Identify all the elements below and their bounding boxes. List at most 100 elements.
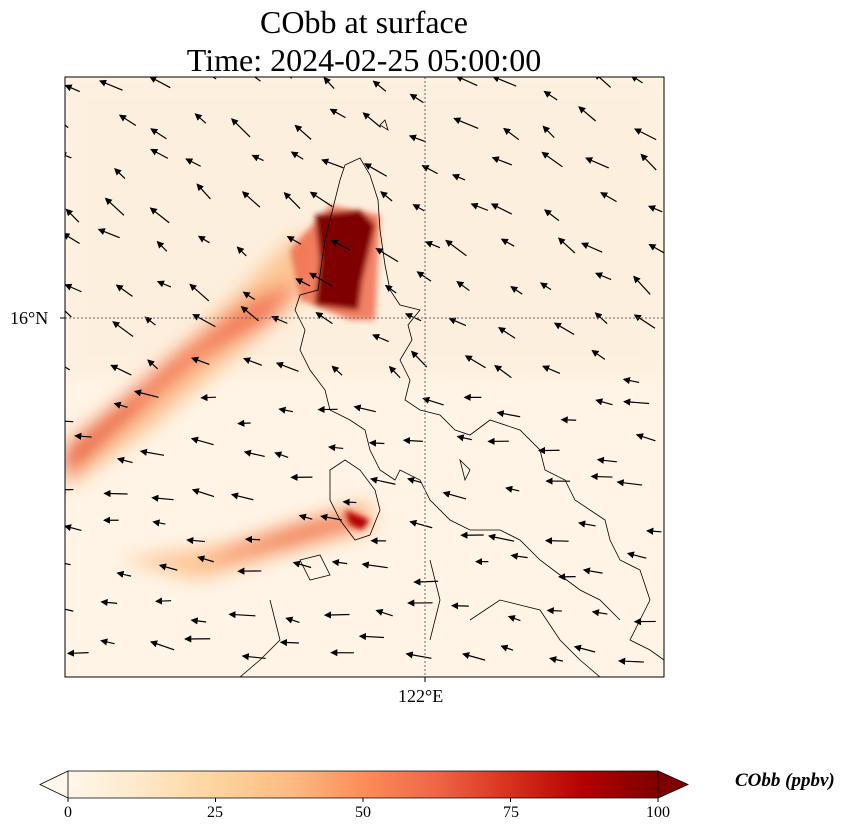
wind-arrow xyxy=(152,519,166,527)
wind-arrow xyxy=(372,80,387,92)
wind-arrow xyxy=(413,578,439,586)
wind-arrow xyxy=(331,558,348,567)
wind-arrow xyxy=(542,365,561,374)
wind-arrow xyxy=(65,208,80,223)
wind-arrow xyxy=(557,237,576,254)
wind-arrow xyxy=(158,563,178,571)
wind-arrow xyxy=(368,439,385,447)
wind-arrow xyxy=(147,359,159,370)
wind-arrow xyxy=(97,228,120,239)
wind-vectors xyxy=(65,77,664,665)
wind-arrow xyxy=(112,321,134,338)
wind-arrow xyxy=(118,114,137,126)
wind-arrow xyxy=(380,191,393,202)
wind-arrow xyxy=(65,283,82,293)
map-area xyxy=(65,77,664,677)
wind-arrow xyxy=(510,286,523,295)
wind-arrow xyxy=(406,476,422,484)
wind-arrow xyxy=(191,488,215,498)
colorbar-tick: 75 xyxy=(503,804,519,821)
wind-arrow xyxy=(633,314,656,329)
wind-arrow xyxy=(139,448,165,456)
wind-arrow xyxy=(323,611,350,619)
wind-arrow xyxy=(321,158,344,169)
wind-arrow xyxy=(507,615,521,622)
wind-arrow xyxy=(114,167,126,180)
wind-arrow xyxy=(573,644,596,653)
wind-arrow xyxy=(189,283,210,302)
wind-arrow xyxy=(98,79,123,91)
wind-arrow xyxy=(274,451,289,459)
wind-arrow xyxy=(186,536,205,545)
wind-arrow xyxy=(416,271,432,282)
lon-label: 122°E xyxy=(398,686,444,706)
wind-arrow xyxy=(192,313,216,328)
wind-arrow xyxy=(154,597,172,605)
wind-arrow xyxy=(191,356,210,365)
wind-arrow xyxy=(510,552,528,560)
colorbar-tick: 0 xyxy=(64,804,72,821)
colorbar-tick: 50 xyxy=(355,804,371,821)
wind-arrow xyxy=(505,485,520,493)
wind-arrow xyxy=(405,651,432,659)
wind-arrow xyxy=(185,158,201,167)
wind-arrow xyxy=(116,456,133,464)
wind-arrow xyxy=(375,608,393,617)
wind-arrow xyxy=(591,609,608,617)
wind-arrow xyxy=(578,106,597,122)
wind-arrow xyxy=(596,456,617,464)
wind-arrow xyxy=(453,117,479,130)
wind-arrow xyxy=(442,490,467,500)
wind-arrow xyxy=(404,313,422,322)
wind-arrow xyxy=(150,128,167,140)
wind-arrow xyxy=(279,638,299,647)
wind-arrow xyxy=(230,492,254,501)
colorbar-label: CObb (ppbv) xyxy=(735,770,835,791)
wind-arrow xyxy=(309,272,333,287)
wind-arrow xyxy=(116,570,132,578)
colorbar-tick: 100 xyxy=(646,804,670,821)
wind-arrow xyxy=(197,235,210,244)
wind-arrow xyxy=(487,533,515,542)
wind-arrow xyxy=(230,118,251,138)
wind-arrow xyxy=(65,84,80,93)
wind-arrow xyxy=(623,398,650,406)
wind-arrow xyxy=(133,389,159,398)
wind-arrow xyxy=(289,77,293,79)
wind-arrow xyxy=(594,77,612,88)
wind-arrow xyxy=(424,240,441,249)
wind-arrow xyxy=(363,163,388,177)
colorbar-tick: 25 xyxy=(207,804,223,821)
wind-arrow xyxy=(294,124,312,140)
wind-arrow xyxy=(243,449,265,458)
wind-arrow xyxy=(278,406,294,414)
wind-arrow xyxy=(455,77,478,87)
plot-time: Time: 2024-02-25 05:00:00 xyxy=(186,42,542,78)
wind-arrow xyxy=(544,537,569,545)
wind-arrow xyxy=(422,396,444,406)
wind-arrow xyxy=(331,365,343,376)
wind-arrow xyxy=(144,316,156,326)
wind-arrow xyxy=(500,238,515,247)
colorbar-min-extend xyxy=(39,770,69,799)
wind-arrow xyxy=(421,165,438,175)
wind-arrow xyxy=(342,498,357,506)
wind-arrow xyxy=(196,183,211,200)
wind-arrow xyxy=(295,278,311,287)
wind-arrow xyxy=(315,312,333,325)
wind-arrow xyxy=(228,611,256,619)
wind-arrow xyxy=(647,205,663,213)
wind-arrow xyxy=(635,433,656,442)
wind-arrow xyxy=(241,653,266,661)
wind-arrow xyxy=(150,148,169,159)
wind-arrow xyxy=(633,275,651,295)
wind-arrow xyxy=(65,366,71,371)
wind-arrow xyxy=(149,77,171,89)
wind-arrow xyxy=(496,410,521,418)
wind-arrow xyxy=(646,527,662,535)
wind-arrow xyxy=(408,134,427,143)
wind-arrow xyxy=(212,77,217,80)
wind-arrow xyxy=(290,151,304,160)
wind-arrow xyxy=(100,598,118,607)
